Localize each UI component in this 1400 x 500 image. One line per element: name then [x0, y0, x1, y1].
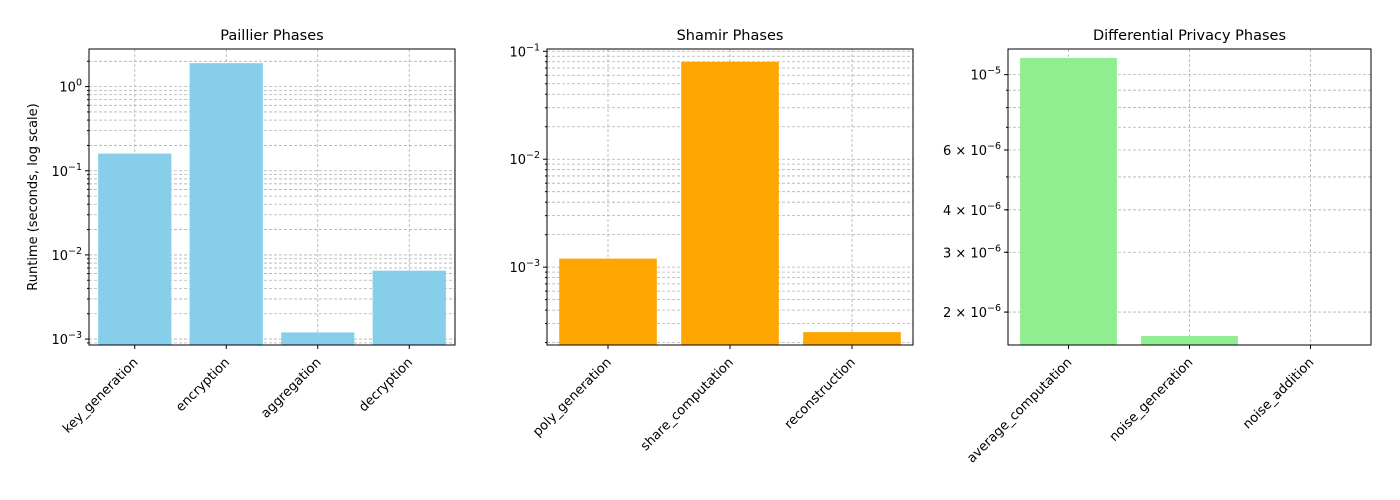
x-tick-label: encryption: [173, 355, 233, 415]
x-tick-label: noise_addition: [1240, 355, 1317, 432]
bar-aggregation: [281, 332, 355, 345]
y-tick-label: 6 × 10−6: [943, 141, 1001, 159]
bar-reconstruction: [803, 332, 901, 345]
y-tick-label: 10−1: [509, 42, 540, 60]
x-tick-label: share_computation: [638, 355, 737, 454]
y-tick-label: 10−2: [509, 150, 540, 168]
y-tick-label: 4 × 10−6: [943, 201, 1001, 219]
x-tick-label: aggregation: [258, 355, 324, 421]
bar-average_computation: [1020, 57, 1117, 345]
bar-poly_generation: [559, 258, 657, 345]
plot-area: [88, 48, 456, 346]
chart-title: Differential Privacy Phases: [1093, 28, 1286, 44]
x-tick-label: poly_generation: [530, 355, 615, 440]
x-tick-label: average_computation: [964, 355, 1075, 466]
y-tick-label: 10−5: [970, 66, 1001, 84]
chart-panel-2: 10−1 10−2 10−3 poly_generation share_computa…: [509, 28, 914, 454]
x-tick-label: noise_generation: [1107, 355, 1197, 445]
x-tick-label: key_generation: [60, 355, 141, 436]
x-tick-label: reconstruction: [782, 355, 859, 432]
y-tick-label: 3 × 10−6: [943, 243, 1001, 261]
chart-title: Shamir Phases: [677, 28, 784, 44]
bar-noise_generation: [1141, 336, 1238, 345]
chart-panel-3: 10−5 6 × 10−6 4 × 10−6 3 × 10−6 2 × 10−6 aver…: [943, 28, 1372, 466]
chart-title: Paillier Phases: [220, 28, 323, 44]
y-tick-label: 10−3: [51, 330, 82, 348]
x-tick-label: decryption: [356, 355, 416, 415]
bar-encryption: [189, 63, 263, 346]
y-tick-label: 10−3: [509, 258, 540, 276]
y-tick-label: 10−1: [51, 162, 82, 180]
bar-decryption: [372, 270, 446, 345]
y-axis-label: Runtime (seconds, log scale): [26, 103, 41, 290]
y-tick-label: 2 × 10−6: [943, 303, 1001, 321]
chart-panel-1: 100 10−1 10−2 10−3 key_generation encryption a…: [26, 28, 456, 437]
y-tick-label: 10−2: [51, 246, 82, 264]
bar-share_computation: [681, 61, 779, 346]
y-tick-label: 100: [59, 78, 82, 96]
bar-key_generation: [98, 153, 172, 345]
